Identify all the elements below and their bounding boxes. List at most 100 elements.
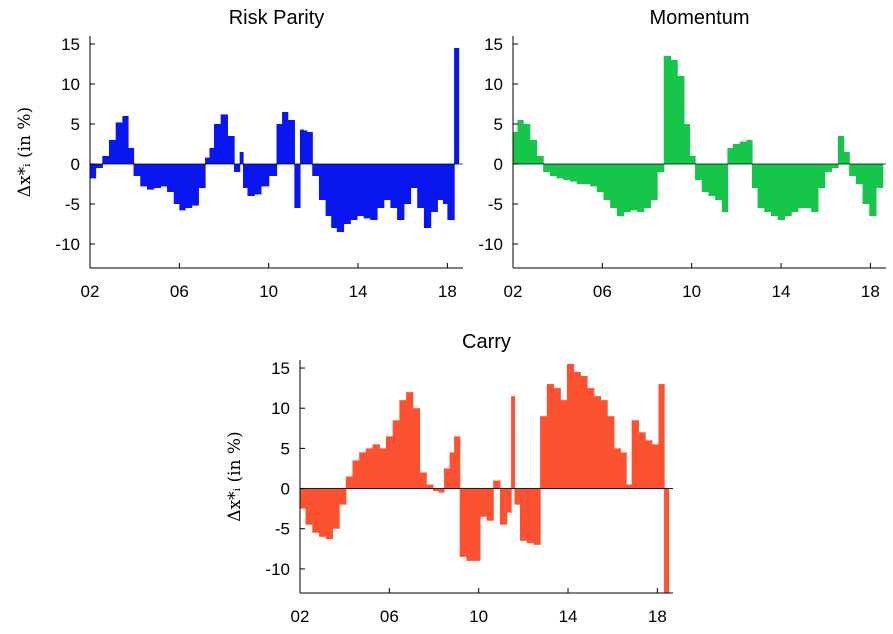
- bar: [299, 129, 304, 164]
- bar: [596, 164, 605, 192]
- bar: [234, 164, 241, 172]
- bar: [438, 488, 445, 493]
- bar: [303, 130, 308, 164]
- x-tick-label: 02: [291, 607, 310, 626]
- bar: [403, 164, 412, 204]
- bar: [331, 164, 338, 228]
- bar: [385, 436, 394, 489]
- bar: [140, 164, 148, 187]
- bar: [837, 136, 845, 164]
- bar: [560, 400, 568, 489]
- bar: [95, 164, 103, 168]
- bar: [450, 164, 455, 220]
- bar: [359, 452, 367, 489]
- bar: [332, 488, 340, 529]
- y-tick-label: 5: [494, 115, 503, 134]
- bar: [556, 164, 564, 179]
- bar: [613, 448, 622, 489]
- bar: [855, 164, 864, 184]
- y-axis-label: Δx*ᵢ (in %): [15, 107, 35, 197]
- y-tick-label: 15: [61, 35, 80, 54]
- bar: [499, 488, 508, 525]
- bar: [390, 164, 398, 208]
- bar: [651, 444, 660, 489]
- bar: [727, 148, 734, 164]
- bar: [473, 488, 481, 561]
- bar: [479, 488, 488, 517]
- bar: [239, 152, 244, 164]
- bar: [514, 488, 521, 505]
- bar: [566, 364, 575, 489]
- bar: [670, 60, 678, 164]
- bar: [777, 164, 785, 220]
- bar: [843, 152, 850, 164]
- bar: [365, 448, 374, 489]
- bar: [444, 468, 451, 489]
- bar: [715, 164, 723, 200]
- bar: [630, 164, 638, 211]
- y-tick-label: -10: [478, 235, 503, 254]
- bar: [437, 164, 444, 200]
- bar: [529, 140, 538, 164]
- bar: [600, 400, 608, 489]
- bar: [636, 164, 645, 212]
- bar: [300, 488, 307, 509]
- bar: [412, 408, 421, 489]
- bar: [573, 372, 581, 489]
- bar: [486, 488, 494, 521]
- bar: [657, 164, 665, 172]
- y-tick-label: -10: [55, 235, 80, 254]
- bar: [513, 132, 519, 164]
- bar: [370, 164, 378, 220]
- bar: [227, 136, 235, 164]
- bar: [764, 164, 772, 212]
- bar: [209, 148, 215, 164]
- bar: [417, 164, 425, 208]
- bar: [540, 416, 548, 489]
- chart-panel-momentum: 15 10 5 0 -5 -10 02 06 10 14 18 Momentum: [478, 7, 886, 301]
- bar: [587, 388, 595, 489]
- bar: [442, 164, 448, 204]
- bar: [430, 164, 438, 212]
- bar: [590, 164, 598, 187]
- bar: [663, 56, 672, 164]
- bar: [339, 488, 347, 505]
- bar: [247, 164, 255, 196]
- x-tick-label: 06: [593, 282, 612, 301]
- x-tick-label: 18: [438, 282, 457, 301]
- bar: [523, 124, 531, 164]
- bar: [610, 164, 618, 208]
- x-tick-label: 10: [259, 282, 278, 301]
- bar: [543, 164, 551, 172]
- bar: [638, 432, 646, 489]
- bar: [626, 484, 633, 489]
- bar: [276, 124, 283, 164]
- bar: [220, 114, 228, 164]
- y-tick-label: 10: [61, 75, 80, 94]
- bar: [287, 120, 295, 164]
- bar: [616, 164, 625, 216]
- bar: [90, 164, 97, 179]
- bar: [583, 164, 591, 184]
- y-tick-label: -5: [275, 520, 290, 539]
- bar: [184, 164, 193, 208]
- bar: [213, 124, 222, 164]
- y-tick-label: 5: [281, 439, 290, 458]
- bar: [563, 164, 571, 180]
- chart-panel-carry: 15 10 5 0 -5 -10 02 06 10 14 18 Carry Δx*ᵢ (in %): [225, 331, 673, 626]
- bar: [102, 156, 110, 164]
- bar: [392, 420, 400, 489]
- x-tick-label: 02: [81, 282, 100, 301]
- chart-title: Momentum: [649, 7, 749, 29]
- bar: [449, 452, 455, 489]
- bar: [377, 164, 385, 208]
- bar: [205, 157, 211, 164]
- bar: [108, 140, 117, 164]
- bar: [520, 488, 528, 541]
- bar: [146, 164, 155, 190]
- bar: [664, 488, 670, 593]
- bar: [643, 164, 651, 208]
- bar: [677, 76, 685, 164]
- bar: [345, 476, 354, 489]
- y-tick-label: 10: [271, 399, 290, 418]
